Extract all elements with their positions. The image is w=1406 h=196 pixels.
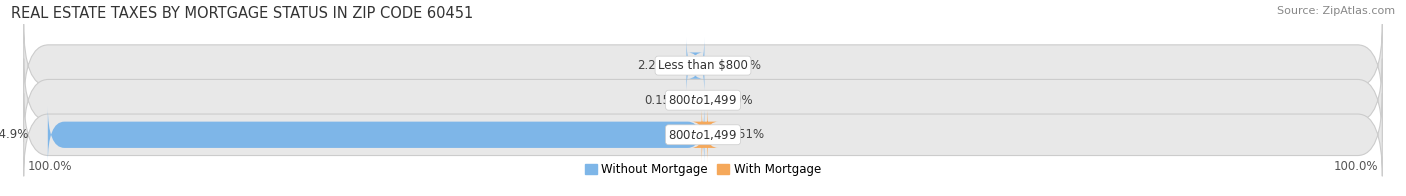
Text: 2.2%: 2.2% — [637, 59, 668, 72]
Text: $800 to $1,499: $800 to $1,499 — [668, 93, 738, 107]
FancyBboxPatch shape — [686, 37, 704, 94]
Text: 0.08%: 0.08% — [724, 59, 761, 72]
FancyBboxPatch shape — [24, 24, 1382, 107]
Text: 0.51%: 0.51% — [727, 128, 765, 141]
Text: 100.0%: 100.0% — [28, 160, 72, 173]
Text: REAL ESTATE TAXES BY MORTGAGE STATUS IN ZIP CODE 60451: REAL ESTATE TAXES BY MORTGAGE STATUS IN … — [11, 6, 474, 21]
Text: 0.15%: 0.15% — [644, 94, 682, 107]
Text: 94.9%: 94.9% — [0, 128, 28, 141]
Text: $800 to $1,499: $800 to $1,499 — [668, 128, 738, 142]
FancyBboxPatch shape — [692, 106, 718, 163]
Text: Less than $800: Less than $800 — [658, 59, 748, 72]
Text: Source: ZipAtlas.com: Source: ZipAtlas.com — [1277, 6, 1395, 16]
Text: 0.0%: 0.0% — [724, 94, 754, 107]
FancyBboxPatch shape — [48, 106, 704, 163]
FancyBboxPatch shape — [24, 59, 1382, 142]
Legend: Without Mortgage, With Mortgage: Without Mortgage, With Mortgage — [581, 158, 825, 181]
Text: 100.0%: 100.0% — [1334, 160, 1378, 173]
FancyBboxPatch shape — [24, 93, 1382, 176]
